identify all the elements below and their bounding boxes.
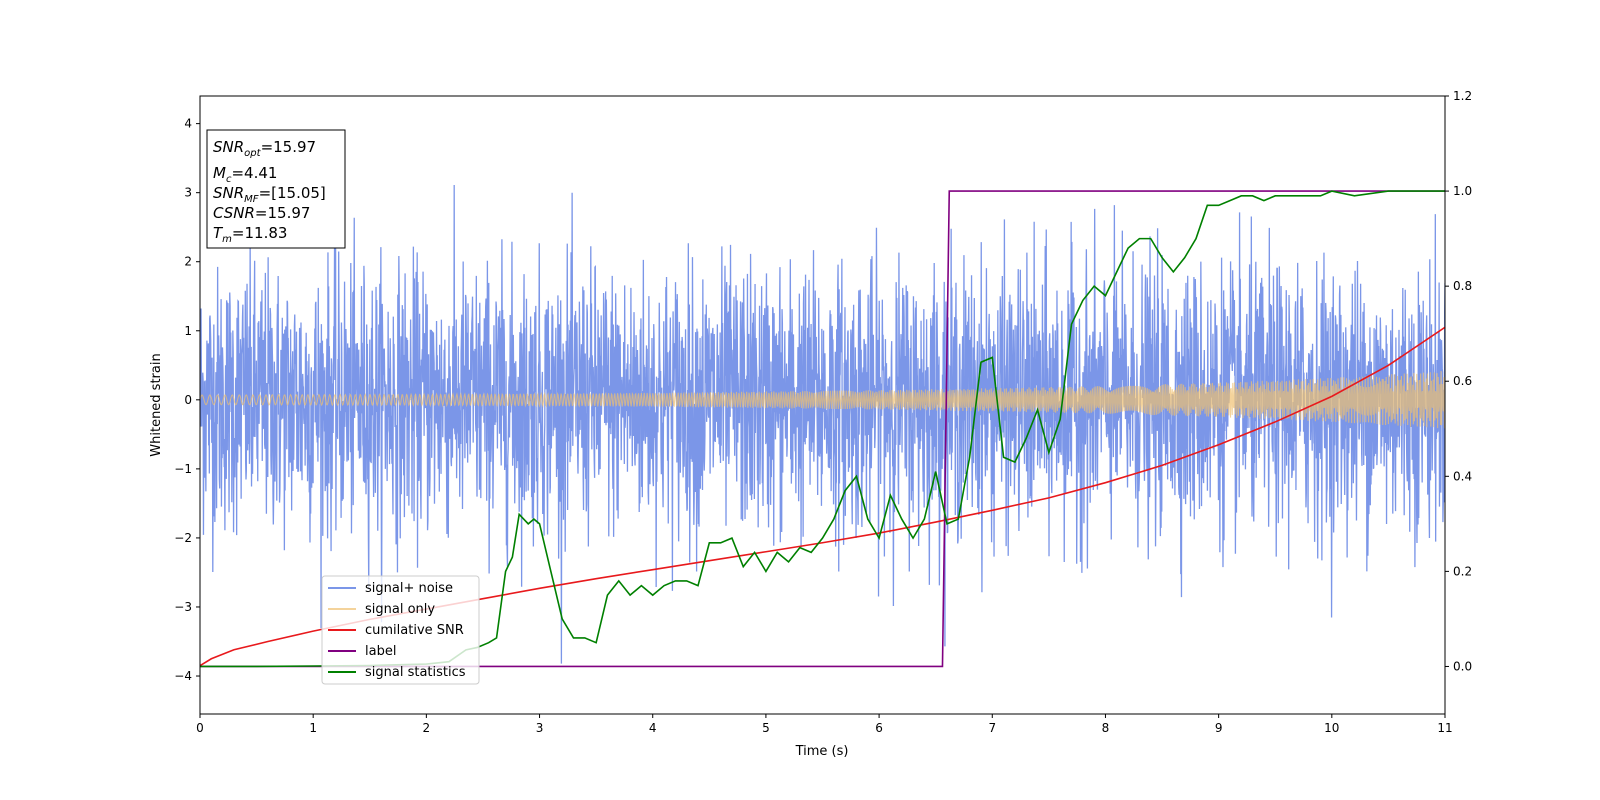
y2-tick-label: 0.4 [1453, 469, 1472, 483]
series-cumulative-snr-line [200, 326, 1445, 667]
x-axis-label: Time (s) [795, 744, 849, 759]
y-tick-label: 2 [184, 255, 192, 269]
x-tick-label: 9 [1215, 721, 1223, 735]
plot-frame [199, 95, 1446, 715]
x-tick-label: 5 [762, 721, 770, 735]
x-tick-label: 8 [1102, 721, 1110, 735]
x-tick-label: 1 [309, 721, 317, 735]
legend-label: signal only [365, 602, 435, 617]
y-tick-label: −1 [174, 462, 192, 476]
legend: signal+ noise signal only cumilative SNR la… [321, 575, 480, 685]
y-tick-label: −4 [174, 669, 192, 683]
y2-tick-label: 0.8 [1453, 279, 1472, 293]
y2-tick-label: 1.2 [1453, 89, 1472, 103]
y-tick-label: 1 [184, 324, 192, 338]
y-tick-label: 0 [184, 393, 192, 407]
series-signal-noise-line [200, 184, 1445, 664]
info-box: SNRopt=15.97 Mc=4.41SNRMF=[15.05]CSNR=15.… [206, 129, 346, 249]
y2-tick-label: 0.2 [1453, 564, 1472, 578]
y-tick-label: 4 [184, 117, 192, 131]
legend-frame [321, 575, 480, 685]
axes: 0 1 2 3 4 5 6 7 8 9 10 11 −4 −3 −2 −1 0 1 2 3 4 0.0 0.2 0.4 0.6 0… [174, 89, 1472, 735]
info-box-line: SNRopt=15.97 [213, 138, 316, 159]
y2-tick-label: 1.0 [1453, 184, 1472, 198]
info-box-frame [206, 129, 346, 249]
y-tick-label: −2 [174, 531, 192, 545]
legend-label: signal statistics [365, 665, 466, 680]
series-label-line [200, 190, 1445, 668]
y2-tick-label: 0.0 [1453, 659, 1472, 673]
x-tick-label: 4 [649, 721, 657, 735]
x-tick-label: 6 [875, 721, 883, 735]
y2-tick-label: 0.6 [1453, 374, 1472, 388]
x-tick-label: 3 [536, 721, 544, 735]
legend-label: signal+ noise [365, 581, 453, 596]
plot-area [200, 184, 1445, 668]
y-axis-label: Whitened strain [149, 353, 164, 456]
x-tick-label: 0 [196, 721, 204, 735]
info-box-line: SNRMF=[15.05] [213, 184, 326, 205]
legend-label: cumilative SNR [365, 623, 464, 638]
info-box-line: CSNR=15.97 [213, 204, 310, 222]
x-tick-label: 7 [988, 721, 996, 735]
legend-label: label [365, 644, 396, 659]
info-box-line: Tm=11.83 [213, 224, 287, 245]
y-tick-label: 3 [184, 186, 192, 200]
x-tick-label: 2 [423, 721, 431, 735]
series-signal-statistics-line [200, 190, 1445, 668]
info-box-line: Mc=4.41 [213, 164, 277, 185]
x-tick-label: 11 [1437, 721, 1452, 735]
y-tick-label: −3 [174, 600, 192, 614]
x-tick-label: 10 [1324, 721, 1339, 735]
series-signal-only-line [200, 371, 1445, 429]
